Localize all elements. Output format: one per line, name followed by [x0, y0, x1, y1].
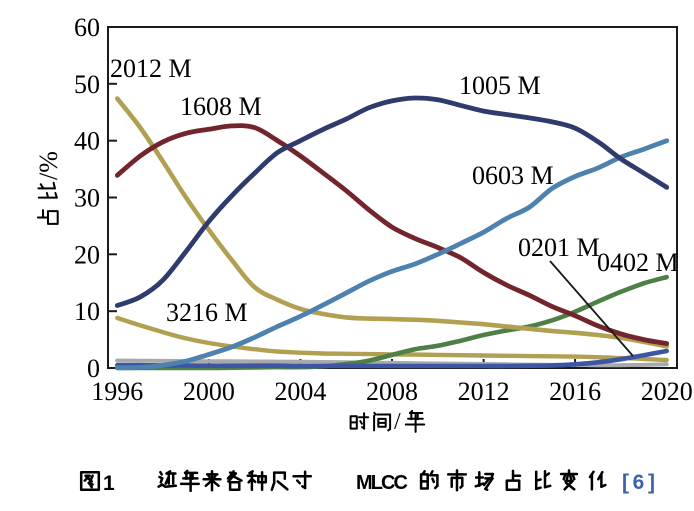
- svg-text:/%: /%: [34, 151, 63, 180]
- svg-text:20: 20: [74, 240, 100, 269]
- svg-text:50: 50: [74, 70, 100, 99]
- svg-text:2012: 2012: [458, 377, 510, 406]
- svg-text:0: 0: [87, 354, 100, 383]
- svg-text:/: /: [394, 409, 401, 435]
- svg-text:2020: 2020: [641, 377, 693, 406]
- svg-text:3216 M: 3216 M: [166, 298, 248, 327]
- svg-text:40: 40: [74, 127, 100, 156]
- svg-text:MLCC: MLCC: [356, 472, 408, 494]
- svg-text:0603 M: 0603 M: [472, 161, 554, 190]
- svg-text:0201 M: 0201 M: [518, 233, 600, 262]
- svg-text:1: 1: [103, 472, 115, 495]
- svg-text:10: 10: [74, 297, 100, 326]
- svg-text:60: 60: [74, 13, 100, 42]
- svg-text:1608 M: 1608 M: [180, 92, 262, 121]
- svg-text:0402 M: 0402 M: [597, 248, 679, 277]
- svg-text:1005 M: 1005 M: [459, 71, 541, 100]
- svg-text:2004: 2004: [274, 377, 326, 406]
- svg-text:1996: 1996: [91, 377, 143, 406]
- svg-text:2000: 2000: [183, 377, 235, 406]
- svg-text:[6]: [6]: [622, 471, 655, 494]
- svg-text:2016: 2016: [549, 377, 601, 406]
- svg-text:30: 30: [74, 184, 100, 213]
- svg-text:2012 M: 2012 M: [110, 54, 192, 83]
- svg-text:2008: 2008: [366, 377, 418, 406]
